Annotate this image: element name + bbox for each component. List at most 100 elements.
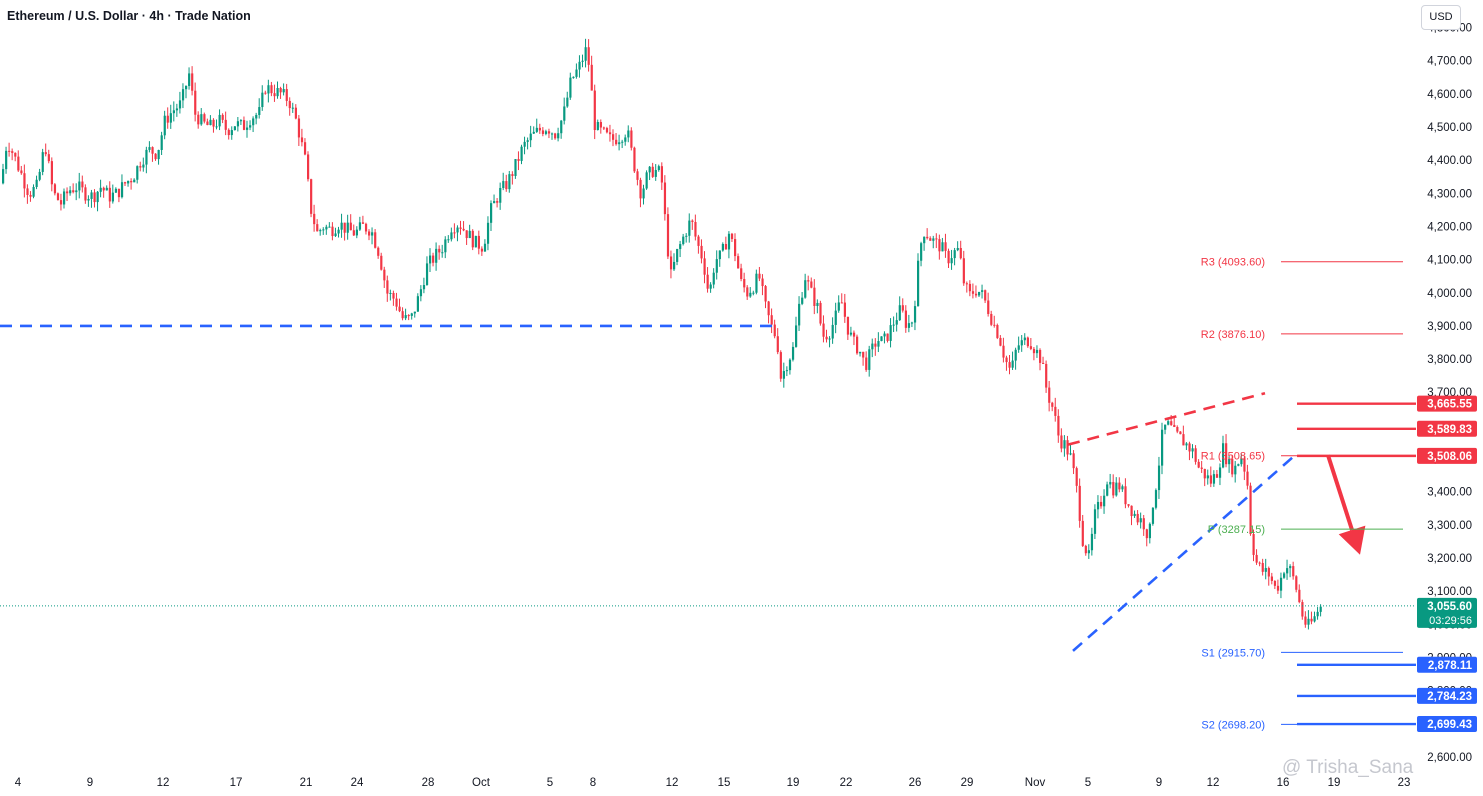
candle-body xyxy=(133,179,136,183)
current-price-label: 3,055.60 xyxy=(1427,601,1472,613)
candle-body xyxy=(14,152,17,157)
candle-body xyxy=(862,351,865,358)
candle-body xyxy=(358,222,362,230)
candle-body xyxy=(17,156,20,171)
candle-body xyxy=(102,187,105,191)
candle-body xyxy=(1051,402,1054,407)
candle-body xyxy=(307,154,310,180)
candle-body xyxy=(224,119,227,130)
candle-body xyxy=(782,371,785,379)
candle-body xyxy=(136,166,139,180)
candle-body xyxy=(639,179,642,199)
candle-body xyxy=(300,137,304,143)
candle-body xyxy=(291,107,294,109)
candle-body xyxy=(758,273,761,279)
candle-body xyxy=(63,191,66,205)
candle-body xyxy=(252,118,255,126)
candle-body xyxy=(645,172,648,189)
candle-body xyxy=(172,110,175,114)
candle-body xyxy=(310,179,313,214)
candle-body xyxy=(407,315,410,317)
candle-body xyxy=(261,92,264,108)
price-tick-label: 4,700.00 xyxy=(1427,56,1472,68)
candle-body xyxy=(541,130,545,134)
time-tick-label: 12 xyxy=(157,777,170,789)
candle-body xyxy=(1301,602,1304,617)
candle-body xyxy=(859,351,862,354)
price-axis[interactable]: 2,600.002,700.002,800.002,900.003,000.00… xyxy=(1427,22,1472,764)
candle-body xyxy=(1139,518,1142,523)
candle-body xyxy=(816,302,819,306)
candle-body xyxy=(813,287,816,306)
candle-body xyxy=(1011,360,1014,368)
candle-body xyxy=(480,248,484,252)
candle-body xyxy=(1029,346,1033,349)
candle-body xyxy=(349,222,352,231)
candle-body xyxy=(401,311,404,319)
time-tick-label: 21 xyxy=(300,777,313,789)
candle-body xyxy=(1225,443,1228,465)
candle-body xyxy=(624,137,627,142)
candle-body xyxy=(825,336,828,340)
candle-body xyxy=(1313,616,1316,622)
candle-body xyxy=(1118,482,1121,490)
pivot-label: R2 (3876.10) xyxy=(1201,329,1265,341)
countdown-label: 03:29:56 xyxy=(1429,615,1472,627)
candle-body xyxy=(569,77,572,98)
candle-body xyxy=(666,214,670,257)
time-tick-label: Nov xyxy=(1025,777,1046,789)
candle-body xyxy=(1304,616,1307,625)
candle-body xyxy=(1008,362,1011,368)
candle-body xyxy=(1133,513,1136,517)
candle-body xyxy=(965,283,968,285)
price-tick-label: 4,500.00 xyxy=(1427,122,1472,134)
candle-body xyxy=(944,242,947,251)
candle-body xyxy=(1048,387,1051,403)
candle-body xyxy=(950,258,953,264)
candle-body xyxy=(392,292,395,299)
candle-body xyxy=(1142,518,1145,530)
candle-body xyxy=(221,114,224,120)
candle-body xyxy=(627,130,630,138)
candle-body xyxy=(386,280,389,294)
candle-body xyxy=(166,115,169,123)
candle-body xyxy=(380,255,383,270)
candle-body xyxy=(197,114,200,125)
candle-body xyxy=(1069,453,1072,455)
candle-body xyxy=(47,154,50,162)
candle-body xyxy=(852,332,856,337)
candle-body xyxy=(1261,562,1264,572)
candle-body xyxy=(490,203,493,223)
candle-body xyxy=(651,166,654,177)
candle-body xyxy=(450,232,453,240)
candle-body xyxy=(508,174,511,190)
candle-body xyxy=(343,222,346,233)
candle-body xyxy=(1090,533,1094,551)
candle-body xyxy=(1258,562,1261,564)
candle-body xyxy=(633,147,636,172)
candle-body xyxy=(1112,482,1115,496)
symbol-title[interactable]: Ethereum / U.S. Dollar · 4h · Trade Nati… xyxy=(7,9,251,23)
candle-body xyxy=(337,229,340,234)
candle-body xyxy=(468,230,471,239)
candle-body xyxy=(1148,523,1151,539)
candle-body xyxy=(886,333,889,341)
candle-body xyxy=(578,61,581,70)
candle-body xyxy=(795,325,798,347)
time-tick-label: 28 xyxy=(422,777,435,789)
candle-body xyxy=(1045,363,1048,388)
candle-body xyxy=(798,303,801,326)
candle-body xyxy=(669,256,673,270)
currency-button[interactable]: USD xyxy=(1421,5,1461,30)
candle-body xyxy=(1182,434,1185,446)
candle-body xyxy=(761,278,764,287)
candle-body xyxy=(523,141,526,147)
time-axis[interactable]: 4 9 12 17 21 24 28 Oct 5 8 12 15 19 22 26 29 Nov 5 9 12 16 19… xyxy=(15,777,1411,789)
candle-body xyxy=(938,239,941,252)
candle-body xyxy=(901,305,904,311)
candle-body xyxy=(1078,485,1081,521)
candle-body xyxy=(474,235,477,248)
level-price-labels: 3,665.55 3,589.83 3,508.06 2,878.11 2,784.23… xyxy=(1417,395,1477,733)
candle-body xyxy=(8,150,11,152)
